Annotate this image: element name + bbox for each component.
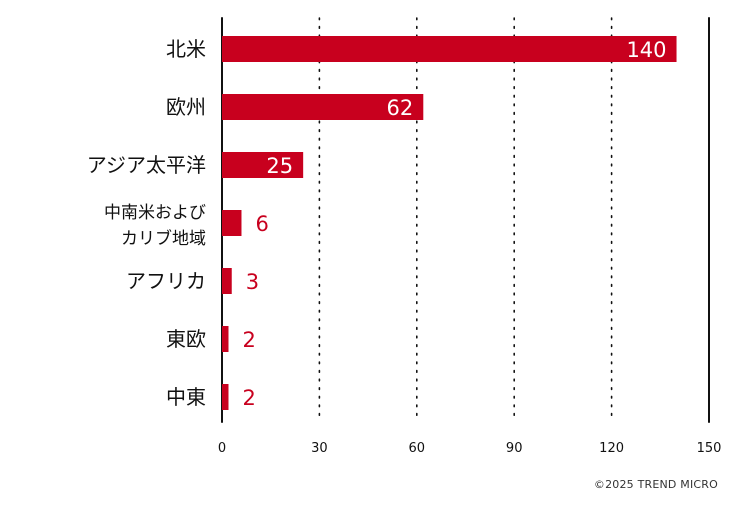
bar-0 xyxy=(222,36,677,62)
x-tick-label-30: 30 xyxy=(311,441,328,456)
category-label-5: 東欧 xyxy=(166,327,206,351)
x-tick-label-60: 60 xyxy=(409,441,426,456)
x-tick-label-0: 0 xyxy=(218,441,226,456)
x-tick-label-120: 120 xyxy=(599,441,624,456)
value-label-1: 62 xyxy=(387,96,414,120)
value-label-4: 3 xyxy=(246,270,259,294)
value-label-5: 2 xyxy=(242,328,255,352)
value-label-0: 140 xyxy=(626,38,666,62)
copyright-notice: ©2025 TREND MICRO xyxy=(593,478,718,491)
x-tick-label-90: 90 xyxy=(506,441,523,456)
bars xyxy=(222,36,677,410)
bar-2 xyxy=(222,152,304,178)
value-label-6: 2 xyxy=(242,386,255,410)
bar-4 xyxy=(222,268,232,294)
x-tick-label-150: 150 xyxy=(697,441,722,456)
category-label-4: アフリカ xyxy=(126,269,206,293)
bar-6 xyxy=(222,384,229,410)
x-tick-labels: 0 30 60 90 120 150 xyxy=(218,441,722,456)
category-label-0: 北米 xyxy=(166,37,206,61)
category-label-3: 中南米およびカリブ地域 xyxy=(104,203,206,249)
category-label-6: 中東 xyxy=(166,385,206,409)
bar-5 xyxy=(222,326,229,352)
category-label-2: アジア太平洋 xyxy=(87,153,206,177)
grid-lines xyxy=(221,17,710,423)
value-labels: 140 62 25 6 3 2 2 xyxy=(242,38,666,410)
category-label-1: 欧州 xyxy=(166,95,206,119)
bar-3 xyxy=(222,210,242,236)
value-label-3: 6 xyxy=(255,212,268,236)
bar-1 xyxy=(222,94,424,120)
value-label-2: 25 xyxy=(266,154,293,178)
